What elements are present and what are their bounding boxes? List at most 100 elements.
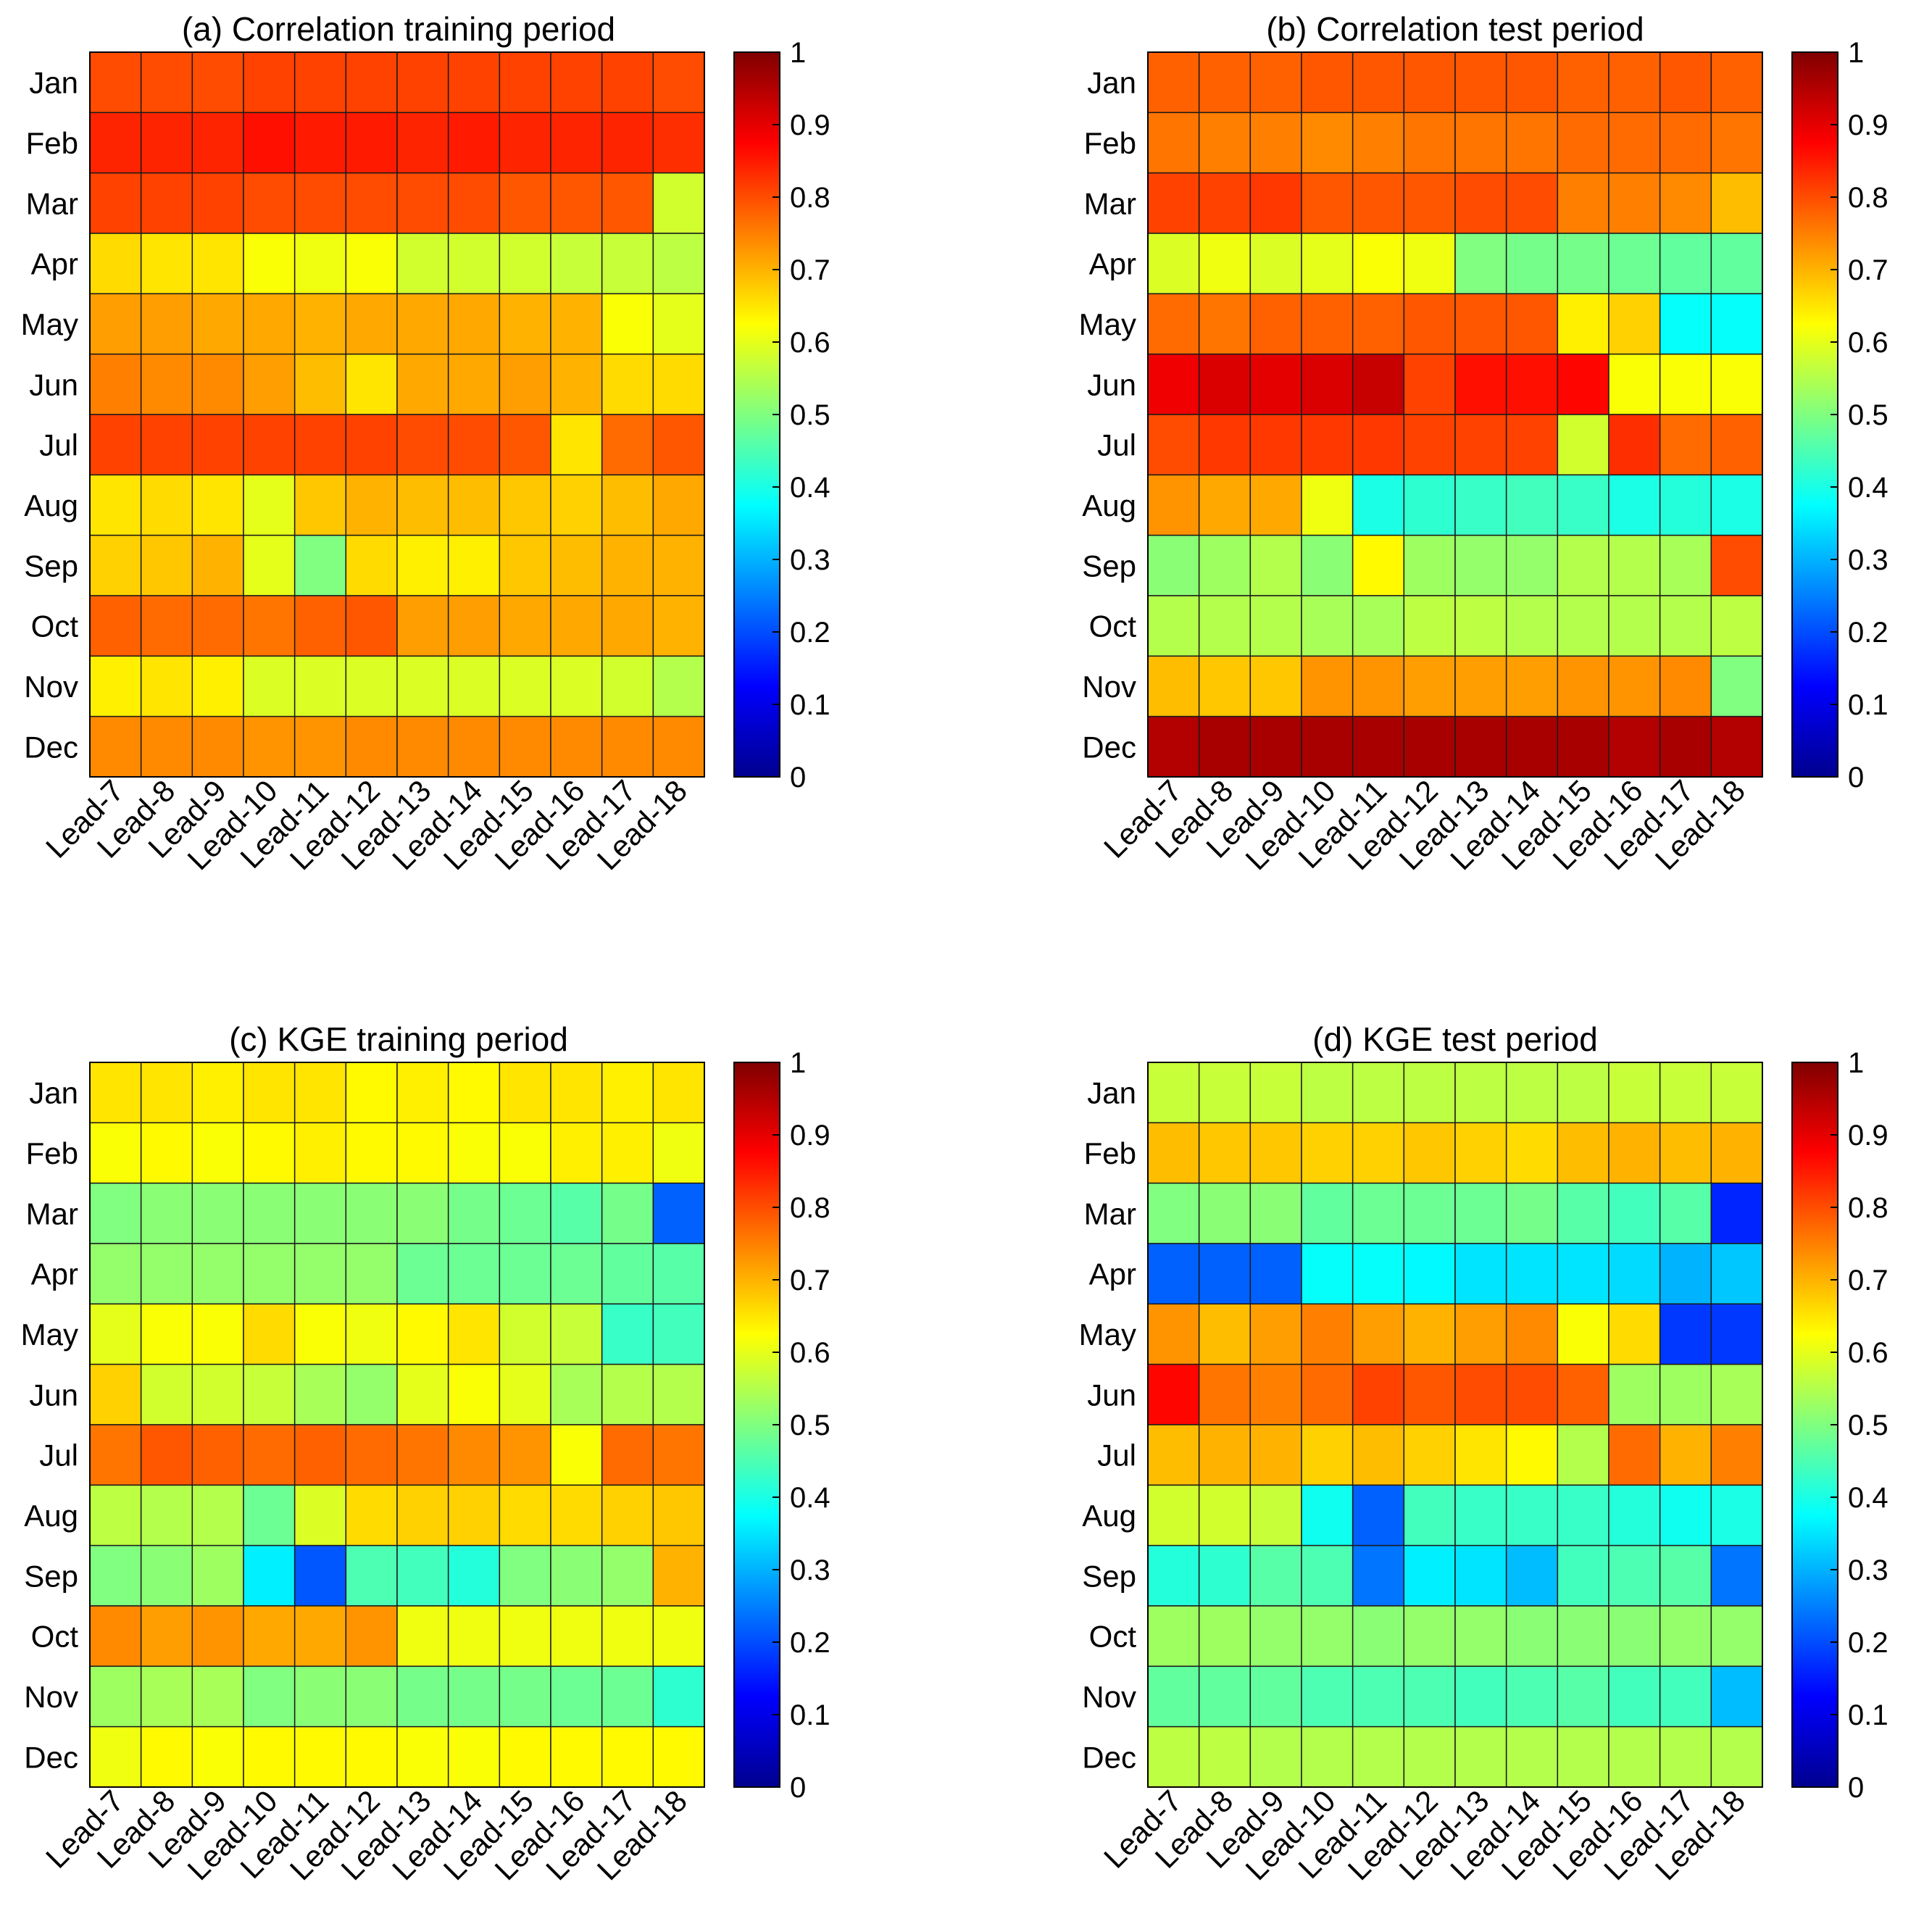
heatmap-cell [1454, 1605, 1507, 1667]
heatmap-cell [1505, 1665, 1559, 1728]
heatmap-cell [499, 595, 551, 657]
heatmap-cell [652, 1122, 705, 1184]
heatmap-cell [1352, 595, 1405, 657]
heatmap-cell [1301, 172, 1354, 234]
heatmap-cell [1505, 1424, 1559, 1486]
heatmap-cell [1710, 414, 1763, 476]
colorbar-tick-label: 0.3 [790, 1554, 830, 1586]
heatmap-cell [1557, 1665, 1609, 1728]
heatmap-cell [550, 1484, 603, 1546]
panel-c: (c) KGE training period Jan Feb Mar Apr May J… [21, 1020, 830, 1886]
heatmap-cell [652, 595, 705, 657]
heatmap-cell [1557, 172, 1609, 234]
heatmap-cell [550, 534, 603, 596]
heatmap-cell [601, 172, 654, 234]
heatmap-cell [1198, 595, 1252, 657]
heatmap-cell [1403, 1363, 1456, 1425]
heatmap-cell [1608, 474, 1661, 536]
heatmap-cell [396, 1243, 449, 1305]
heatmap-cell [89, 1484, 142, 1546]
heatmap-cell [1454, 715, 1507, 778]
heatmap-cell [550, 595, 603, 657]
heatmap-cell [1352, 1303, 1405, 1365]
heatmap-cell [1710, 1062, 1763, 1124]
heatmap-cell [1249, 353, 1302, 415]
heatmap-cell [1147, 1424, 1200, 1486]
heatmap-cell [652, 353, 705, 415]
heatmap-cell [191, 715, 244, 778]
heatmap-cell [550, 112, 603, 174]
row-label: Jun [1087, 367, 1136, 401]
heatmap-cell [1147, 293, 1200, 355]
heatmap-cell [499, 1605, 551, 1667]
heatmap-cell [191, 474, 244, 536]
heatmap-cell [550, 172, 603, 234]
heatmap-cell [345, 293, 398, 355]
heatmap-cell [191, 1725, 244, 1788]
heatmap-cell [89, 233, 142, 295]
heatmap-cell [601, 51, 654, 114]
heatmap-cell [1505, 1062, 1559, 1124]
heatmap-cell [1249, 655, 1302, 717]
heatmap-cell [1403, 1665, 1456, 1728]
heatmap-cell [1249, 1424, 1302, 1486]
heatmap-cell [1198, 293, 1252, 355]
heatmap-cell [1147, 172, 1200, 234]
heatmap-cell [1198, 1062, 1252, 1124]
row-label: Nov [24, 1680, 78, 1714]
heatmap-cell [396, 1303, 449, 1365]
heatmap-cell [1147, 1544, 1200, 1607]
heatmap-cell [1505, 534, 1559, 596]
heatmap-cell [140, 1484, 193, 1546]
heatmap-cell [1403, 1725, 1456, 1788]
heatmap-cell [140, 534, 193, 596]
heatmap-cell [140, 112, 193, 174]
heatmap-cell [293, 474, 347, 536]
heatmap-cell [1403, 1303, 1456, 1365]
heatmap-cell [1403, 1484, 1456, 1546]
heatmap-cell [1710, 1665, 1763, 1728]
heatmap-cell [1249, 715, 1302, 778]
colorbar-tick-label: 0.6 [1848, 1337, 1888, 1369]
heatmap-cell [1505, 1243, 1559, 1305]
heatmap-cell [1352, 715, 1405, 778]
row-label: Sep [1082, 1559, 1136, 1593]
heatmap-cell [1454, 1182, 1507, 1244]
heatmap-cell [1198, 534, 1252, 596]
heatmap-cell [1352, 534, 1405, 596]
heatmap-cell [550, 1725, 603, 1788]
heatmap-cell [1608, 112, 1661, 174]
heatmap-cell [1147, 1303, 1200, 1365]
heatmap-cell [293, 1122, 347, 1184]
heatmap-cell [1352, 474, 1405, 536]
row-label: Aug [1082, 1499, 1136, 1533]
heatmap-cell [1454, 353, 1507, 415]
row-label: Jan [29, 66, 78, 100]
row-label: May [21, 1317, 78, 1352]
colorbar-tick-label: 0 [790, 1772, 806, 1804]
heatmap-cell [1403, 172, 1456, 234]
colorbar-tick-label: 0.7 [790, 254, 830, 286]
row-label: Feb [1084, 1136, 1136, 1170]
heatmap-cell [1301, 1544, 1354, 1607]
heatmap-cell [396, 1544, 449, 1607]
row-label: Nov [1082, 1680, 1136, 1714]
heatmap-cell [1352, 1544, 1405, 1607]
heatmap-cell [1659, 1243, 1712, 1305]
heatmap-cell [652, 233, 705, 295]
heatmap-cell [1557, 1122, 1609, 1184]
heatmap-cell [1608, 1363, 1661, 1425]
heatmap-cell [1198, 1122, 1252, 1184]
heatmap-cell [243, 293, 296, 355]
heatmap-cell [1608, 715, 1661, 778]
heatmap-cell [652, 1665, 705, 1728]
heatmap-cell [1710, 1484, 1763, 1546]
heatmap-cell [1505, 1544, 1559, 1607]
heatmap-cell [652, 1424, 705, 1486]
heatmap-cell [345, 1725, 398, 1788]
heatmap-cell [1249, 1303, 1302, 1365]
colorbar-tick-label: 0.3 [790, 544, 830, 576]
heatmap-cell [243, 534, 296, 596]
heatmap-cell [1352, 353, 1405, 415]
heatmap-cell [1147, 715, 1200, 778]
